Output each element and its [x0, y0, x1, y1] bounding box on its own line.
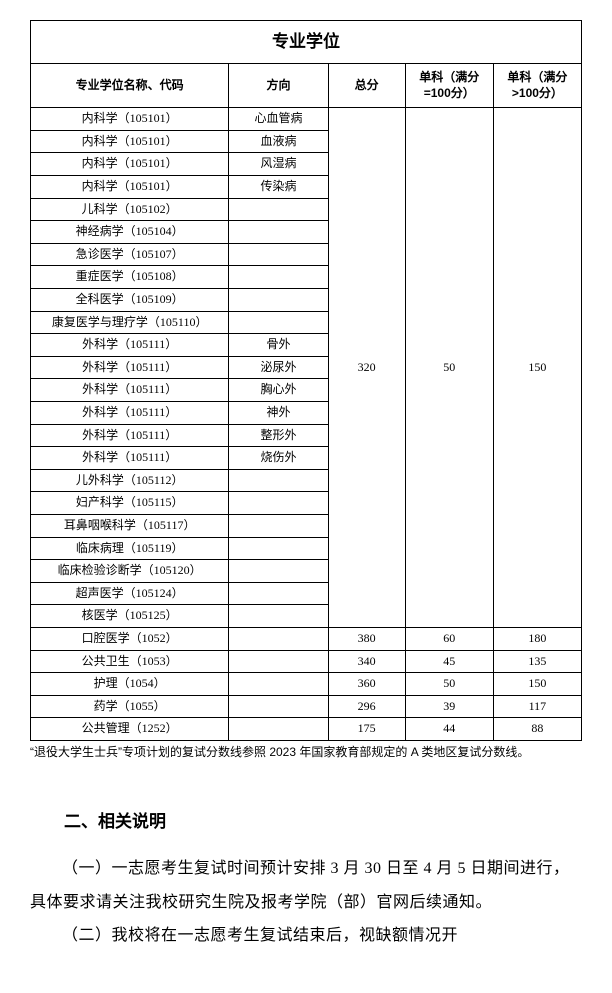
cell-name: 外科学（105111） — [31, 402, 229, 425]
cell-singlegt100: 180 — [493, 627, 581, 650]
cell-singlegt100: 117 — [493, 695, 581, 718]
cell-name: 外科学（105111） — [31, 424, 229, 447]
cell-direction: 胸心外 — [229, 379, 328, 402]
cell-name: 药学（1055） — [31, 695, 229, 718]
cell-direction — [229, 469, 328, 492]
cell-total: 175 — [328, 718, 405, 741]
cell-single100: 50 — [405, 108, 493, 628]
cell-singlegt100: 135 — [493, 650, 581, 673]
table-row: 口腔医学（1052） 38060180 — [31, 627, 582, 650]
cell-name: 临床检验诊断学（105120） — [31, 560, 229, 583]
cell-name: 外科学（105111） — [31, 356, 229, 379]
degree-table: 专业学位 专业学位名称、代码 方向 总分 单科（满分=100分） 单科（满分>1… — [30, 20, 582, 741]
cell-name: 公共卫生（1053） — [31, 650, 229, 673]
cell-direction — [229, 537, 328, 560]
cell-name: 核医学（105125） — [31, 605, 229, 628]
table-row: 公共卫生（1053） 34045135 — [31, 650, 582, 673]
cell-direction: 风湿病 — [229, 153, 328, 176]
cell-direction — [229, 673, 328, 696]
col-total: 总分 — [328, 64, 405, 108]
table-row: 药学（1055） 29639117 — [31, 695, 582, 718]
cell-name: 外科学（105111） — [31, 334, 229, 357]
col-singlegt100: 单科（满分>100分） — [493, 64, 581, 108]
cell-direction — [229, 718, 328, 741]
cell-direction: 烧伤外 — [229, 447, 328, 470]
cell-direction: 传染病 — [229, 176, 328, 199]
cell-direction: 泌尿外 — [229, 356, 328, 379]
cell-single100: 50 — [405, 673, 493, 696]
col-name: 专业学位名称、代码 — [31, 64, 229, 108]
cell-direction — [229, 492, 328, 515]
cell-name: 内科学（105101） — [31, 130, 229, 153]
cell-direction — [229, 695, 328, 718]
cell-name: 外科学（105111） — [31, 379, 229, 402]
cell-name: 全科医学（105109） — [31, 289, 229, 312]
cell-direction — [229, 311, 328, 334]
cell-total: 320 — [328, 108, 405, 628]
cell-single100: 44 — [405, 718, 493, 741]
table-row: 护理（1054） 36050150 — [31, 673, 582, 696]
cell-direction: 骨外 — [229, 334, 328, 357]
cell-singlegt100: 150 — [493, 108, 581, 628]
cell-direction: 心血管病 — [229, 108, 328, 131]
cell-direction — [229, 243, 328, 266]
cell-direction: 血液病 — [229, 130, 328, 153]
cell-direction — [229, 221, 328, 244]
cell-direction — [229, 605, 328, 628]
cell-direction — [229, 650, 328, 673]
paragraph-1: （一）一志愿考生复试时间预计安排 3 月 30 日至 4 月 5 日期间进行，具… — [30, 852, 582, 919]
cell-total: 340 — [328, 650, 405, 673]
cell-name: 急诊医学（105107） — [31, 243, 229, 266]
cell-direction — [229, 627, 328, 650]
cell-direction — [229, 198, 328, 221]
cell-singlegt100: 150 — [493, 673, 581, 696]
cell-total: 296 — [328, 695, 405, 718]
cell-single100: 45 — [405, 650, 493, 673]
cell-name: 护理（1054） — [31, 673, 229, 696]
cell-direction: 整形外 — [229, 424, 328, 447]
cell-singlegt100: 88 — [493, 718, 581, 741]
table-row: 内科学（105101）心血管病32050150 — [31, 108, 582, 131]
cell-name: 重症医学（105108） — [31, 266, 229, 289]
table-title: 专业学位 — [31, 21, 582, 64]
cell-name: 康复医学与理疗学（105110） — [31, 311, 229, 334]
paragraph-2: （二）我校将在一志愿考生复试结束后，视缺额情况开 — [30, 919, 582, 953]
cell-name: 儿科学（105102） — [31, 198, 229, 221]
table-body: 内科学（105101）心血管病32050150内科学（105101）血液病内科学… — [31, 108, 582, 741]
cell-name: 口腔医学（1052） — [31, 627, 229, 650]
cell-name: 外科学（105111） — [31, 447, 229, 470]
cell-name: 内科学（105101） — [31, 108, 229, 131]
cell-name: 公共管理（1252） — [31, 718, 229, 741]
cell-name: 内科学（105101） — [31, 176, 229, 199]
cell-direction — [229, 289, 328, 312]
cell-direction — [229, 582, 328, 605]
cell-direction — [229, 266, 328, 289]
section-heading: 二、相关说明 — [30, 807, 582, 832]
cell-name: 内科学（105101） — [31, 153, 229, 176]
footnote: “退役大学生士兵”专项计划的复试分数线参照 2023 年国家教育部规定的 A 类… — [30, 743, 582, 762]
cell-name: 妇产科学（105115） — [31, 492, 229, 515]
table-row: 公共管理（1252） 1754488 — [31, 718, 582, 741]
cell-name: 临床病理（105119） — [31, 537, 229, 560]
cell-direction: 神外 — [229, 402, 328, 425]
cell-single100: 60 — [405, 627, 493, 650]
col-single100: 单科（满分=100分） — [405, 64, 493, 108]
cell-single100: 39 — [405, 695, 493, 718]
cell-name: 超声医学（105124） — [31, 582, 229, 605]
cell-total: 380 — [328, 627, 405, 650]
cell-direction — [229, 560, 328, 583]
col-direction: 方向 — [229, 64, 328, 108]
cell-name: 神经病学（105104） — [31, 221, 229, 244]
cell-name: 耳鼻咽喉科学（105117） — [31, 514, 229, 537]
cell-direction — [229, 514, 328, 537]
cell-name: 儿外科学（105112） — [31, 469, 229, 492]
cell-total: 360 — [328, 673, 405, 696]
